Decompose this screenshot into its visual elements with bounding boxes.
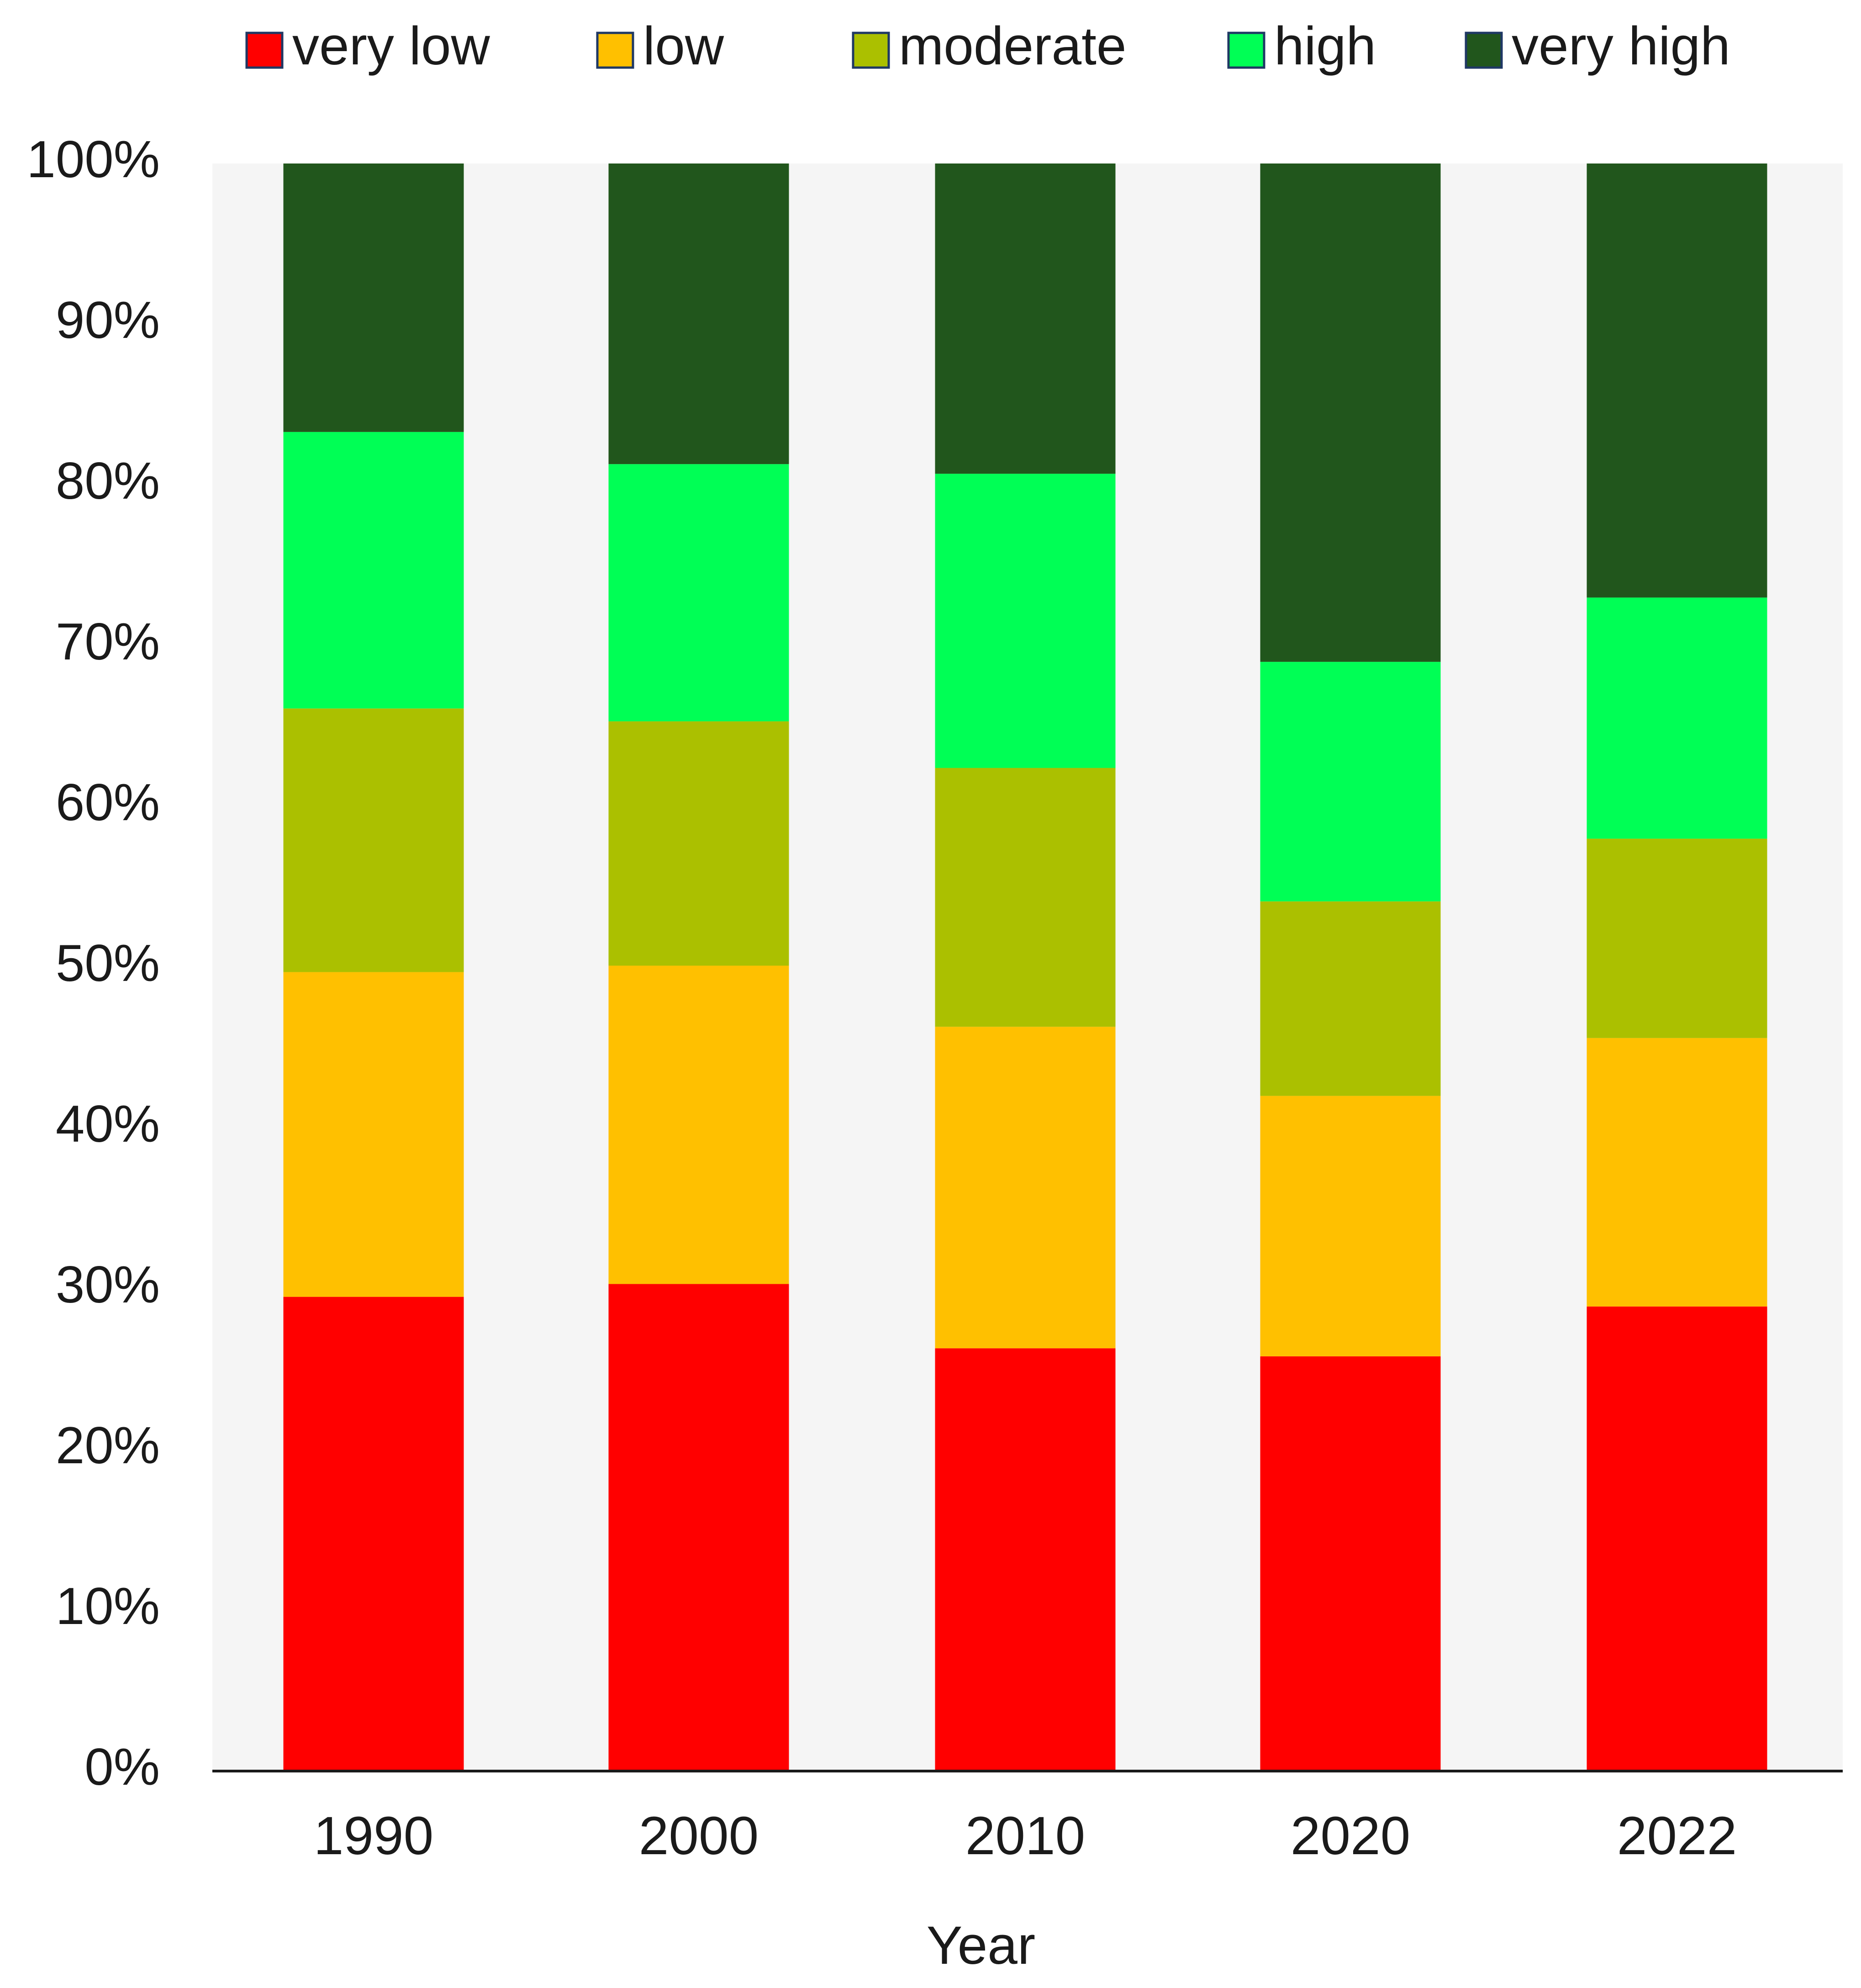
bar-very-low-2000 — [608, 1284, 789, 1771]
bars — [283, 163, 1767, 1771]
bar-low-2000 — [608, 965, 789, 1284]
bar-moderate-2010 — [935, 768, 1116, 1027]
bar-high-2022 — [1587, 597, 1767, 839]
legend-label: very high — [1512, 16, 1730, 76]
legend-item-high: high — [1227, 16, 1376, 76]
y-axis-ticks: 0% 10% 20% 30% 40% 50% 60% 70% 80% 90% 100% — [26, 131, 160, 1796]
x-tick-label: 2020 — [1291, 1806, 1411, 1866]
legend-item-moderate: moderate — [852, 16, 1127, 76]
bar-very-high-1990 — [283, 163, 464, 432]
legend-label: very low — [292, 16, 490, 76]
y-tick-label: 10% — [56, 1577, 160, 1635]
legend-item-very-low: very low — [245, 16, 490, 76]
bar-very-low-2020 — [1260, 1356, 1441, 1771]
y-tick-label: 40% — [56, 1095, 160, 1153]
legend-swatch — [596, 32, 634, 69]
bar-low-2022 — [1587, 1038, 1767, 1307]
bar-very-high-2010 — [935, 163, 1116, 474]
bar-high-2000 — [608, 464, 789, 722]
y-tick-label: 70% — [56, 613, 160, 671]
x-tick-label: 2010 — [965, 1806, 1086, 1866]
y-tick-label: 90% — [56, 291, 160, 349]
bar-very-high-2022 — [1587, 163, 1767, 598]
bar-low-2020 — [1260, 1096, 1441, 1356]
x-axis-label: Year — [927, 1915, 1035, 1976]
bar-very-low-2010 — [935, 1348, 1116, 1771]
legend: very low low moderate high very high — [245, 16, 1730, 76]
bar-moderate-2000 — [608, 721, 789, 966]
bar-very-high-2020 — [1260, 163, 1441, 662]
bar-high-2010 — [935, 474, 1116, 768]
x-tick-label: 2022 — [1617, 1806, 1737, 1866]
x-tick-label: 1990 — [314, 1806, 434, 1866]
y-tick-label: 60% — [56, 774, 160, 832]
x-tick-label: 2000 — [639, 1806, 759, 1866]
legend-swatch — [852, 32, 890, 69]
legend-label: high — [1274, 16, 1376, 76]
bar-high-2020 — [1260, 662, 1441, 902]
y-tick-label: 0% — [84, 1738, 160, 1796]
bar-high-1990 — [283, 432, 464, 709]
bar-low-2010 — [935, 1027, 1116, 1349]
legend-item-low: low — [596, 16, 724, 76]
bar-very-high-2000 — [608, 163, 789, 464]
bar-moderate-2020 — [1260, 901, 1441, 1096]
legend-item-very-high: very high — [1465, 16, 1730, 76]
bar-very-low-2022 — [1587, 1306, 1767, 1771]
y-tick-label: 80% — [56, 452, 160, 510]
legend-label: low — [643, 16, 724, 76]
y-tick-label: 50% — [56, 934, 160, 992]
legend-swatch — [1465, 32, 1503, 69]
y-tick-label: 100% — [26, 131, 160, 189]
legend-label: moderate — [899, 16, 1127, 76]
bar-moderate-2022 — [1587, 838, 1767, 1038]
legend-swatch — [245, 32, 284, 69]
bar-moderate-1990 — [283, 708, 464, 972]
y-tick-label: 20% — [56, 1417, 160, 1475]
x-axis-ticks: 1990 2000 2010 2020 2022 — [314, 1806, 1737, 1866]
bar-very-low-1990 — [283, 1297, 464, 1771]
y-tick-label: 30% — [56, 1256, 160, 1314]
legend-swatch — [1227, 32, 1265, 69]
bar-low-1990 — [283, 972, 464, 1297]
